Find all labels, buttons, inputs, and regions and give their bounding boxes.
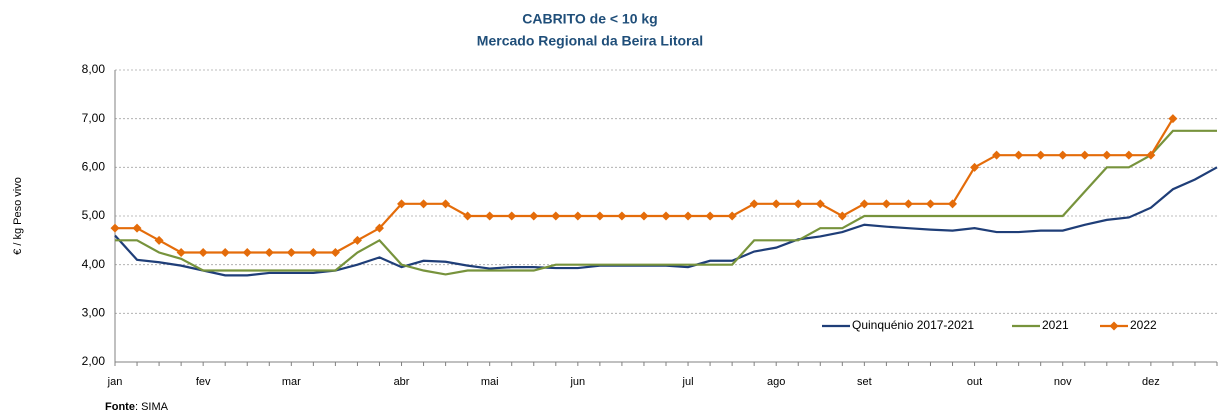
x-tick-label: dez (1142, 376, 1160, 388)
legend-label: 2022 (1130, 318, 1157, 332)
source-label: Fonte (105, 401, 135, 413)
x-tick-label: mar (282, 376, 301, 388)
marker (1036, 150, 1046, 160)
marker (529, 211, 539, 221)
marker (881, 199, 891, 209)
marker (859, 199, 869, 209)
marker (286, 248, 296, 257)
marker (485, 211, 495, 221)
x-tick-label: jan (107, 376, 123, 388)
source-text: : SIMA (135, 401, 169, 413)
marker (595, 211, 605, 221)
marker (1080, 150, 1090, 160)
legend-item: 2022 (1100, 318, 1157, 332)
legend-item: 2021 (1012, 318, 1069, 332)
y-tick-label: 6,00 (82, 160, 106, 174)
marker (992, 150, 1002, 160)
marker (419, 199, 429, 209)
marker (308, 248, 318, 257)
x-tick-label: fev (196, 376, 211, 388)
legend-label: 2021 (1042, 318, 1069, 332)
marker (1124, 150, 1134, 160)
marker (1168, 114, 1178, 124)
y-axis-label: € / kg Peso vivo (12, 177, 24, 255)
x-tick-label: mai (481, 376, 499, 388)
y-tick-label: 7,00 (82, 111, 106, 125)
y-tick-label: 3,00 (82, 306, 106, 320)
marker (132, 223, 142, 233)
series-line (115, 129, 1217, 276)
marker (837, 211, 847, 221)
marker (1058, 150, 1068, 160)
marker (1102, 150, 1112, 160)
chart-subtitle: Mercado Regional da Beira Litoral (477, 33, 703, 49)
marker (705, 211, 715, 221)
marker (507, 211, 517, 221)
x-tick-label: out (967, 376, 982, 388)
legend-item: Quinquénio 2017-2021 (822, 318, 974, 332)
marker (639, 211, 649, 221)
y-tick-label: 4,00 (82, 257, 106, 271)
y-tick-label: 8,00 (82, 62, 106, 76)
series-line (114, 166, 1218, 277)
chart-title: CABRITO de < 10 kg (522, 11, 658, 27)
marker (617, 211, 627, 221)
marker (948, 199, 958, 209)
marker (441, 199, 451, 209)
marker (352, 235, 362, 245)
marker (903, 199, 913, 209)
marker (264, 248, 274, 257)
x-tick-label: jul (682, 376, 694, 388)
marker (551, 211, 561, 221)
marker (749, 199, 759, 209)
marker (661, 211, 671, 221)
x-tick-label: nov (1054, 376, 1072, 388)
marker (374, 223, 384, 233)
legend-label: Quinquénio 2017-2021 (852, 318, 974, 332)
marker (463, 211, 473, 221)
marker (573, 211, 583, 221)
marker (970, 162, 980, 172)
marker (793, 199, 803, 209)
legend-marker (1109, 321, 1119, 331)
marker (242, 248, 252, 257)
x-tick-label: ago (767, 376, 785, 388)
marker (154, 235, 164, 245)
marker (110, 223, 120, 233)
marker (727, 211, 737, 221)
x-tick-label: set (857, 376, 872, 388)
x-tick-label: jun (569, 376, 585, 388)
marker (330, 248, 340, 257)
marker (176, 248, 186, 257)
y-tick-label: 2,00 (82, 354, 106, 368)
marker (397, 199, 407, 209)
marker (683, 211, 693, 221)
marker (771, 199, 781, 209)
marker (198, 248, 208, 257)
x-tick-label: abr (394, 376, 410, 388)
marker (925, 199, 935, 209)
marker (1014, 150, 1024, 160)
marker (220, 248, 230, 257)
marker (815, 199, 825, 209)
source: Fonte: SIMA (105, 401, 169, 413)
y-tick-label: 5,00 (82, 208, 106, 222)
marker (1146, 150, 1156, 160)
